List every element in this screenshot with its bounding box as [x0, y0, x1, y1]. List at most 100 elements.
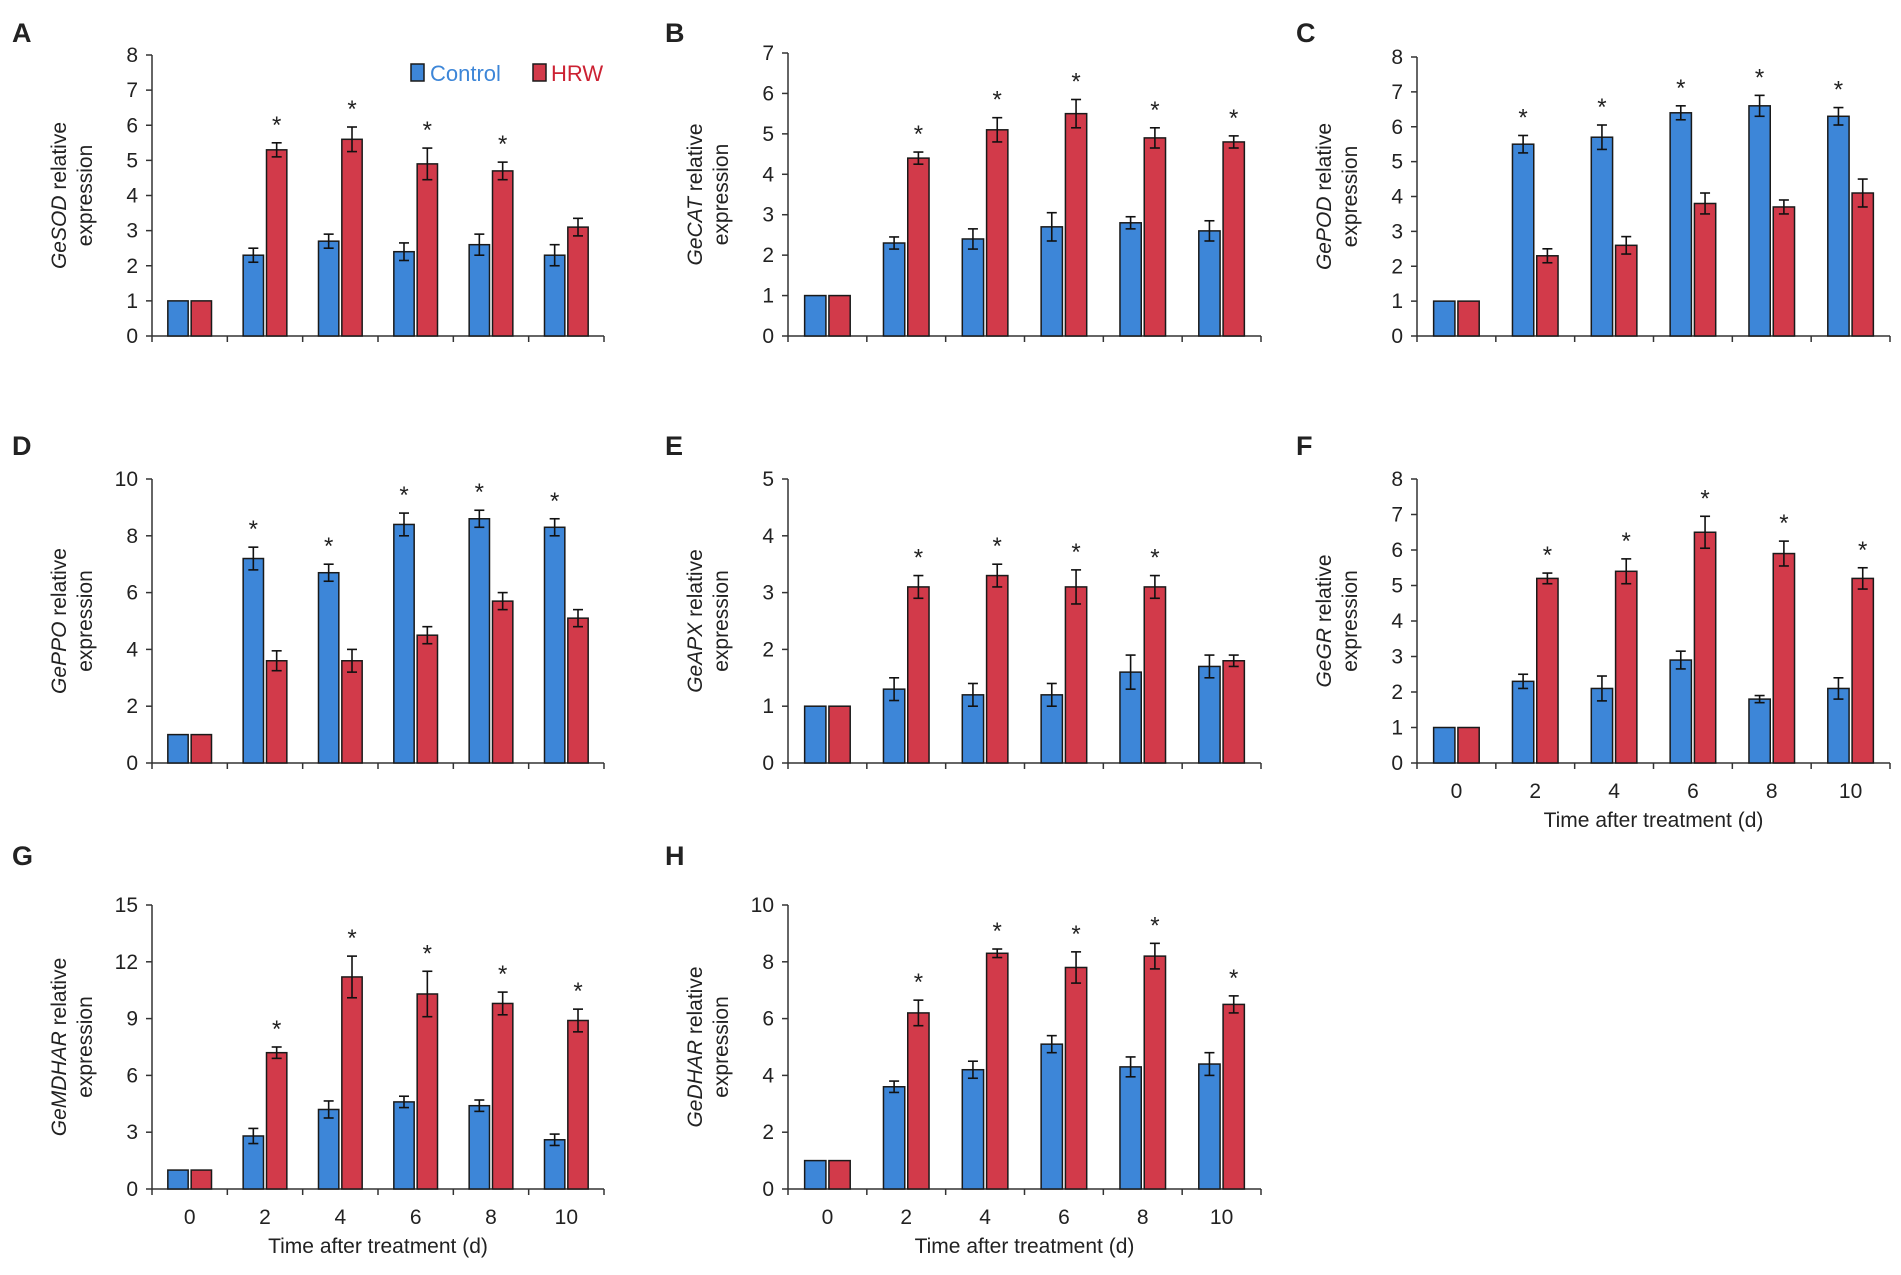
bar-hrw-0 [1457, 300, 1480, 337]
error-bar-hrw-2 [913, 999, 924, 1027]
significance-star: * [475, 479, 484, 506]
error-bar-control-4 [323, 233, 334, 249]
error-bar-hrw-10 [1857, 178, 1868, 208]
bar-control-6 [393, 250, 415, 337]
bar-hrw-6 [1064, 112, 1088, 337]
significance-star: * [272, 1016, 281, 1043]
x-tick-label: 6 [410, 1206, 422, 1229]
bar-control-8 [1748, 698, 1771, 764]
significance-star: * [1071, 68, 1080, 95]
bar-control-10 [1198, 665, 1221, 764]
x-axis-title: Time after treatment (d) [915, 1235, 1135, 1258]
y-tick-label: 5 [126, 149, 138, 172]
bar-control-2 [882, 1086, 906, 1190]
bar-control-8 [468, 1104, 491, 1190]
bar-hrw-0 [190, 300, 213, 337]
bar-control-8 [468, 518, 491, 764]
significance-star: * [1229, 105, 1238, 132]
y-tick-label: 10 [115, 468, 138, 491]
y-tick-label: 3 [126, 1121, 138, 1144]
error-bar-control-2 [248, 546, 259, 571]
y-tick-label: 6 [762, 82, 774, 105]
y-tick-label: 2 [762, 1121, 774, 1144]
error-bar-control-8 [1754, 94, 1765, 118]
significance-star: * [573, 978, 582, 1005]
y-tick-label: 0 [762, 752, 774, 775]
bar-hrw-8 [1143, 586, 1167, 764]
y-tick-label: 2 [126, 255, 138, 278]
bar-hrw-6 [1693, 202, 1717, 337]
significance-star: * [1700, 485, 1709, 512]
y-tick-label: 2 [1391, 255, 1403, 278]
error-bar-control-6 [1675, 105, 1686, 121]
y-tick-label: 4 [1391, 186, 1403, 209]
y-tick-label: 6 [1391, 539, 1403, 562]
x-tick-label: 8 [1766, 780, 1778, 803]
bar-hrw-2 [265, 1051, 288, 1190]
error-bar-control-2 [248, 247, 259, 264]
legend-label-control: Control [430, 61, 501, 86]
error-bar-control-10 [549, 1133, 560, 1147]
bar-control-10 [543, 1139, 566, 1190]
error-bar-control-10 [1833, 106, 1844, 126]
bar-control-0 [167, 1169, 189, 1190]
bar-control-10 [543, 526, 566, 764]
error-bar-control-2 [248, 1127, 259, 1145]
y-axis-title: GePOD relative expression [1313, 123, 1362, 270]
error-bar-control-6 [1046, 682, 1057, 708]
y-tick-label: 0 [762, 325, 774, 348]
significance-star: * [347, 925, 356, 952]
bar-hrw-10 [1222, 1003, 1246, 1190]
bar-control-6 [393, 523, 415, 764]
y-tick-label: 8 [762, 951, 774, 974]
significance-star: * [550, 488, 559, 515]
significance-star: * [1543, 542, 1552, 569]
significance-star: * [914, 969, 923, 996]
significance-star: * [498, 131, 507, 158]
x-tick-label: 8 [1137, 1206, 1149, 1229]
y-tick-label: 8 [1391, 46, 1403, 69]
bar-control-6 [1040, 226, 1064, 337]
y-axis-title: GeCAT relative expression [684, 124, 733, 266]
bar-control-8 [1119, 1066, 1142, 1190]
bar-control-4 [317, 571, 340, 764]
bar-hrw-4 [341, 660, 363, 764]
y-axis-title: GeDHAR relative expression [684, 966, 733, 1127]
significance-star: * [1858, 537, 1867, 564]
error-bar-hrw-6 [1700, 192, 1711, 215]
panel-letter: C [1296, 18, 1316, 48]
bar-control-2 [1511, 143, 1535, 337]
significance-star: * [993, 533, 1002, 560]
y-tick-label: 6 [126, 582, 138, 605]
y-axis-title: GeSOD relative expression [48, 122, 97, 269]
error-bar-control-10 [1204, 1051, 1215, 1077]
significance-star: * [1150, 545, 1159, 572]
error-bar-hrw-4 [992, 563, 1003, 588]
bar-hrw-10 [567, 226, 589, 337]
error-bar-hrw-8 [497, 591, 508, 611]
significance-star: * [399, 482, 408, 509]
bar-control-6 [1669, 659, 1693, 764]
error-bar-control-8 [474, 1099, 485, 1113]
bar-control-6 [1669, 112, 1693, 337]
bar-hrw-0 [828, 294, 851, 337]
significance-star: * [324, 533, 333, 560]
error-bar-hrw-2 [271, 650, 282, 672]
y-tick-label: 8 [126, 525, 138, 548]
error-bar-hrw-10 [1857, 566, 1868, 590]
x-tick-label: 0 [184, 1206, 196, 1229]
bar-hrw-6 [1693, 531, 1717, 764]
significance-star: * [1229, 965, 1238, 992]
significance-star: * [914, 121, 923, 148]
bar-hrw-0 [1457, 726, 1480, 764]
error-bar-hrw-8 [497, 991, 508, 1016]
panel-letter: A [12, 18, 32, 48]
significance-star: * [993, 918, 1002, 945]
y-axis-title: GeGR relative expression [1313, 554, 1362, 687]
bar-control-4 [961, 1068, 985, 1190]
error-bar-control-2 [889, 676, 900, 702]
bar-hrw-10 [1851, 192, 1875, 337]
significance-star: * [1834, 77, 1843, 104]
